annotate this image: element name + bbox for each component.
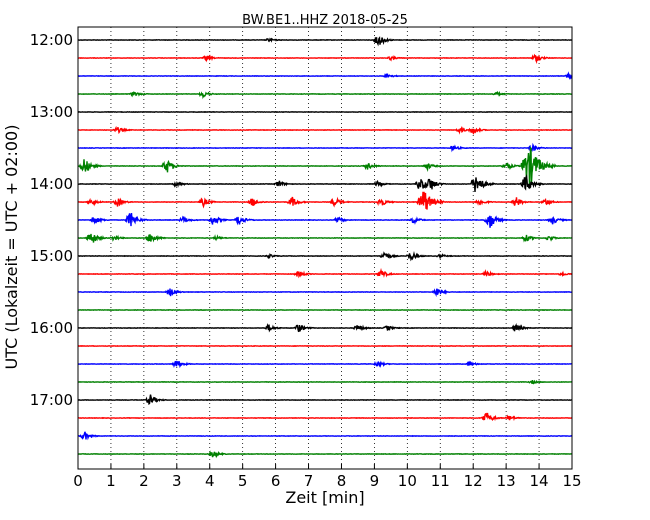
x-tick-label: 5 bbox=[238, 472, 248, 490]
trace-1730 bbox=[77, 431, 573, 441]
trace-1430 bbox=[77, 212, 573, 228]
plot-area bbox=[78, 27, 572, 469]
x-tick-label: 9 bbox=[370, 472, 380, 490]
trace-1400 bbox=[77, 174, 573, 192]
y-tick-label: 12:00 bbox=[30, 31, 73, 49]
grid-lines bbox=[78, 27, 572, 469]
trace-1745 bbox=[77, 450, 573, 459]
trace-1630 bbox=[77, 360, 573, 369]
y-tick-label: 14:00 bbox=[30, 175, 73, 193]
x-tick-label: 15 bbox=[562, 472, 581, 490]
traces bbox=[77, 36, 573, 459]
trace-1715 bbox=[77, 412, 573, 422]
x-tick-label: 1 bbox=[106, 472, 116, 490]
plot-frame bbox=[77, 26, 573, 470]
trace-1445 bbox=[77, 233, 573, 243]
trace-1530 bbox=[77, 288, 573, 298]
trace-1330 bbox=[77, 142, 573, 153]
axis-ticks: 0 1 2 3 4 5 6 7 8 9 10 11 12 13 14 1512:0013:0014:0015:… bbox=[30, 31, 582, 490]
trace-1345 bbox=[77, 146, 573, 187]
x-tick-label: 14 bbox=[530, 472, 549, 490]
y-axis-label: UTC (Lokalzeit = UTC + 02:00) bbox=[2, 125, 21, 370]
trace-1515 bbox=[77, 267, 573, 279]
x-tick-label: 8 bbox=[337, 472, 347, 490]
x-tick-label: 10 bbox=[398, 472, 417, 490]
x-tick-label: 6 bbox=[271, 472, 281, 490]
trace-1315 bbox=[77, 125, 573, 135]
chart-title: BW.BE1..HHZ 2018-05-25 bbox=[242, 13, 408, 28]
trace-1245 bbox=[77, 90, 573, 100]
x-tick-label: 7 bbox=[304, 472, 314, 490]
trace-1700 bbox=[77, 394, 573, 406]
x-tick-label: 4 bbox=[205, 472, 215, 490]
x-tick-label: 3 bbox=[172, 472, 182, 490]
trace-1200 bbox=[77, 36, 573, 47]
trace-1645 bbox=[77, 379, 573, 385]
x-tick-label: 0 bbox=[73, 472, 83, 490]
trace-1215 bbox=[77, 53, 573, 65]
trace-1600 bbox=[77, 323, 573, 333]
x-tick-label: 2 bbox=[139, 472, 149, 490]
y-tick-label: 13:00 bbox=[30, 103, 73, 121]
y-tick-label: 16:00 bbox=[30, 319, 73, 337]
x-tick-label: 11 bbox=[431, 472, 450, 490]
y-tick-label: 15:00 bbox=[30, 247, 73, 265]
y-tick-label: 17:00 bbox=[30, 391, 73, 409]
trace-1230 bbox=[77, 71, 573, 81]
trace-1500 bbox=[77, 251, 573, 262]
x-axis-label: Zeit [min] bbox=[285, 488, 364, 507]
x-tick-label: 13 bbox=[497, 472, 516, 490]
trace-1415 bbox=[77, 191, 573, 210]
x-tick-label: 12 bbox=[464, 472, 483, 490]
